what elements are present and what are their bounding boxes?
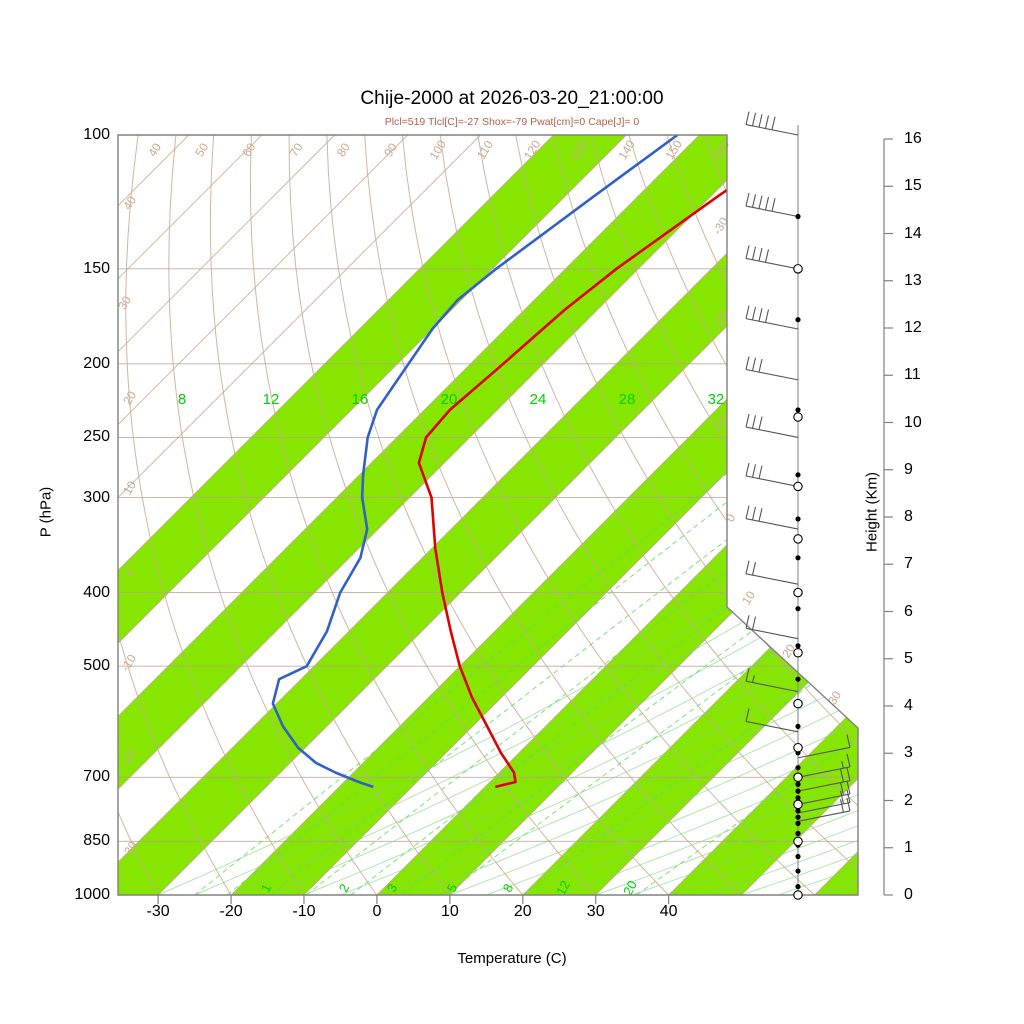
temperature-tick: -30 — [146, 903, 170, 920]
height-tick: 1 — [904, 838, 913, 856]
height-tick: 9 — [904, 460, 913, 478]
pressure-tick: 500 — [83, 657, 110, 675]
height-tick: 0 — [904, 886, 913, 903]
height-tick: 4 — [904, 697, 913, 714]
pressure-tick: 400 — [83, 583, 110, 601]
temperature-tick: -10 — [292, 903, 316, 920]
pressure-tick: 300 — [83, 488, 110, 506]
mixing-ratio-label: 16 — [352, 391, 369, 408]
pressure-tick: 200 — [83, 354, 110, 372]
temperature-tick: 20 — [513, 903, 532, 920]
mixing-ratio-label: 32 — [708, 391, 725, 408]
mixing-ratio-label: 24 — [530, 391, 547, 408]
isotherm-label-left: 20 — [120, 388, 139, 407]
height-tick: 7 — [904, 555, 913, 573]
height-tick: 5 — [904, 649, 913, 667]
temperature-tick: 40 — [659, 903, 678, 920]
isotherm-label-left: 40 — [120, 193, 139, 212]
height-tick: 3 — [904, 744, 913, 762]
dewpoint-trace — [271, 135, 679, 788]
pressure-tick: 250 — [83, 428, 110, 446]
height-tick: 8 — [904, 508, 913, 525]
dry-adiabat-label: 90 — [381, 140, 400, 159]
temperature-tick: 30 — [586, 903, 605, 920]
mixing-ratio-label: 8 — [178, 391, 186, 408]
isotherm-label-right: 10 — [739, 588, 758, 607]
isotherm-label-right: 30 — [825, 688, 844, 707]
dry-adiabat-label: 100 — [427, 137, 450, 162]
mixing-ratio-label: 2 — [336, 881, 353, 894]
temperature-axis-label: Temperature (C) — [457, 950, 567, 967]
dry-adiabat-label: 80 — [334, 140, 353, 159]
page-title: Chije-2000 at 2026-03-20_21:00:00 — [360, 88, 664, 109]
height-tick: 13 — [904, 271, 922, 289]
dry-adiabat-label: 50 — [192, 140, 211, 159]
mixing-ratio-label: 20 — [441, 391, 458, 408]
temperature-trace — [417, 135, 810, 788]
dry-adiabat-label: 60 — [240, 140, 259, 159]
height-tick: 11 — [904, 366, 921, 384]
pressure-tick: 150 — [83, 259, 110, 277]
mixing-ratio-label: 8 — [500, 881, 517, 894]
isotherm-label-left: -10 — [118, 652, 139, 674]
mixing-ratio-label: 20 — [620, 878, 640, 898]
height-tick: 2 — [904, 791, 913, 809]
temperature-tick: 10 — [440, 903, 459, 920]
isotherm-label-right: -30 — [710, 215, 731, 237]
temperature-tick: 0 — [372, 903, 382, 920]
pressure-tick: 850 — [83, 832, 110, 850]
mixing-ratio-label: 12 — [553, 878, 573, 898]
pressure-tick: 700 — [83, 768, 110, 786]
dry-adiabat-label: 40 — [145, 140, 164, 159]
height-tick: 6 — [904, 602, 913, 620]
height-tick: 10 — [904, 413, 922, 431]
isotherm-label-left: 10 — [120, 478, 139, 497]
pressure-tick-labels: 100 150 200 250 300 400 500 700 850 1000 — [18, 0, 110, 1024]
height-tick: 14 — [904, 224, 922, 242]
height-tick: 16 — [904, 130, 922, 147]
pressure-tick: 100 — [83, 126, 110, 143]
sounding-indices: Plcl=519 Tlcl[C]=-27 Shox=-79 Pwat[cm]=0… — [384, 116, 640, 128]
isotherm-label-right: 0 — [723, 511, 739, 524]
mixing-ratio-label: 28 — [619, 391, 636, 408]
dry-adiabat-label: 110 — [474, 138, 496, 162]
temperature-tick: -20 — [219, 903, 243, 920]
pressure-tick: 1000 — [74, 886, 110, 903]
height-tick: 15 — [904, 177, 922, 195]
height-tick: 12 — [904, 319, 922, 336]
mixing-ratio-label: 12 — [263, 391, 280, 408]
